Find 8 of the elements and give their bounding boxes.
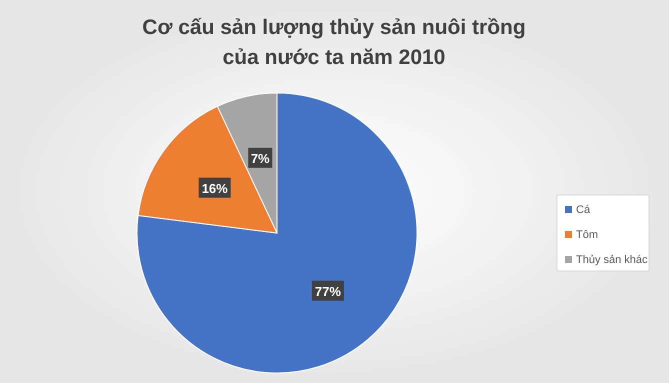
legend-label: Cá (576, 204, 591, 216)
data-label: 77% (314, 284, 342, 299)
data-label: 7% (250, 150, 270, 166)
legend-label: Tôm (576, 229, 598, 241)
chart-title: Cơ cấu sản lượng thủy sản nuôi trồng của nước ta năm 2010 (142, 16, 526, 69)
pie-slice (136, 92, 418, 374)
data-label: 16% (202, 180, 228, 196)
legend-label: Thủy sản khác (576, 254, 648, 266)
